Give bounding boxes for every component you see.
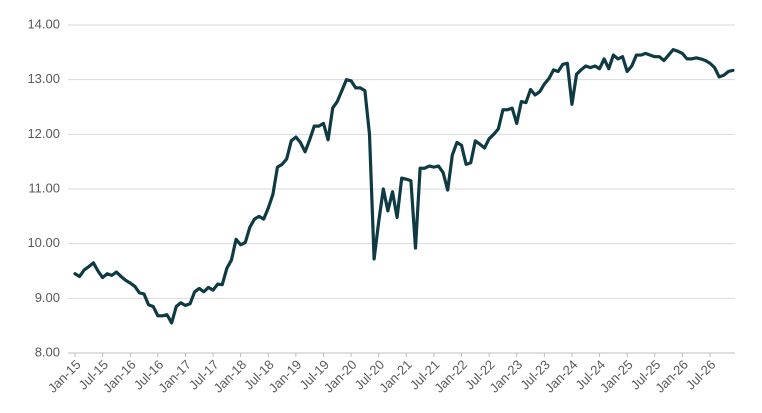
data-line — [73, 48, 735, 325]
y-tick-label: 8.00 — [35, 344, 60, 359]
y-tick-label: 11.00 — [28, 180, 60, 195]
y-tick-label: 9.00 — [35, 290, 60, 305]
y-tick-label: 10.00 — [27, 235, 60, 250]
y-tick-label: 12.00 — [27, 126, 60, 141]
y-tick-label: 13.00 — [27, 71, 60, 86]
x-tick-label: Jan-15 — [45, 357, 84, 396]
x-tick-label: Jul-26 — [683, 357, 719, 393]
y-tick-label: 14.00 — [27, 16, 60, 31]
